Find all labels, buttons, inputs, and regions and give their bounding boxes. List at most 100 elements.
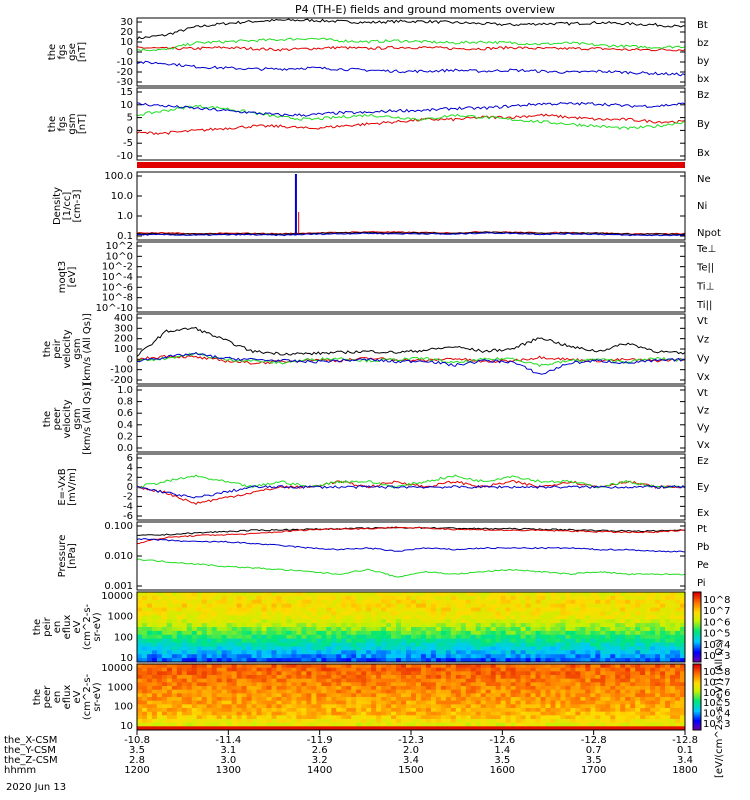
heatmap-cell [321, 682, 327, 687]
legend-Ti⊥: Ti⊥ [696, 281, 714, 292]
colorbar-cell [693, 597, 701, 600]
heatmap-cell [590, 715, 596, 720]
heatmap-cell [176, 700, 183, 705]
heatmap-cell [665, 671, 671, 676]
heatmap-cell [490, 715, 497, 720]
heatmap-cell [151, 611, 158, 616]
heatmap-cell [176, 689, 183, 694]
heatmap-cell [630, 700, 636, 705]
heatmap-cell [560, 693, 566, 698]
heatmap-cell [510, 630, 517, 636]
heatmap-cell [610, 630, 616, 636]
heatmap-cell [161, 678, 168, 683]
heatmap-cell [625, 726, 631, 731]
heatmap-cell [535, 708, 541, 713]
heatmap-cell [226, 658, 233, 663]
heatmap-cell [475, 595, 482, 601]
heatmap-cell [381, 686, 387, 691]
colorbar-cell [693, 602, 701, 605]
heatmap-cell [525, 638, 531, 643]
heatmap-cell [211, 634, 218, 640]
heatmap-cell [286, 654, 292, 659]
heatmap-cell [440, 642, 447, 647]
heatmap-cell [186, 607, 193, 612]
heatmap-cell [525, 682, 531, 687]
heatmap-cell [391, 607, 397, 612]
heatmap-cell [151, 654, 158, 659]
heatmap-cell [206, 603, 213, 608]
heatmap-cell [415, 719, 422, 724]
heatmap-cell [411, 700, 417, 705]
heatmap-cell [251, 678, 257, 683]
heatmap-cell [311, 646, 317, 651]
heatmap-cell [435, 623, 442, 628]
footer-x-csm: -11.9 [307, 735, 333, 746]
heatmap-cell [600, 667, 606, 672]
heatmap-cell [316, 654, 322, 659]
colorbar-cell [693, 668, 701, 671]
heatmap-cell [560, 658, 566, 663]
heatmap-cell [520, 658, 526, 663]
heatmap-cell [361, 603, 367, 608]
heatmap-cell [545, 627, 551, 632]
heatmap-cell [655, 689, 661, 694]
heatmap-cell [485, 682, 492, 687]
heatmap-cell [201, 658, 208, 663]
heatmap-cell [211, 722, 218, 727]
heatmap-cell [605, 704, 611, 709]
ylabel-line: eV [72, 620, 83, 633]
heatmap-cell [505, 599, 512, 605]
heatmap-cell [575, 646, 581, 651]
heatmap-cell [391, 689, 397, 694]
heatmap-cell [580, 615, 586, 620]
heatmap-cell [555, 722, 561, 727]
heatmap-cell [351, 638, 357, 643]
heatmap-cell [550, 654, 556, 659]
separator-band [137, 162, 685, 168]
footer-hhmm: 1800 [672, 765, 697, 776]
heatmap-cell [655, 711, 661, 716]
footer-y-csm: 3.4 [403, 755, 419, 766]
heatmap-cell [655, 667, 661, 672]
heatmap-cell [161, 726, 168, 731]
heatmap-cell [590, 634, 596, 640]
heatmap-cell [181, 607, 188, 612]
heatmap-cell [276, 658, 282, 663]
heatmap-cell [430, 627, 437, 632]
heatmap-cell [396, 715, 402, 720]
heatmap-cell [281, 726, 287, 731]
heatmap-cell [406, 667, 412, 672]
heatmap-cell [311, 704, 317, 709]
heatmap-cell [286, 700, 292, 705]
heatmap-cell [256, 664, 262, 669]
heatmap-cell [251, 686, 257, 691]
heatmap-cell [341, 592, 347, 597]
ylabel-line: the [32, 689, 43, 705]
legend-Te⊥: Te⊥ [696, 244, 716, 255]
heatmap-cell [505, 646, 512, 651]
heatmap-cell [296, 607, 302, 612]
heatmap-cell [555, 619, 561, 624]
heatmap-cell [465, 646, 472, 651]
heatmap-cell [336, 630, 342, 636]
heatmap-cell [445, 693, 452, 698]
ytick-label: 15 [120, 87, 133, 98]
heatmap-cell [296, 667, 302, 672]
heatmap-cell [605, 599, 611, 605]
heatmap-cell [296, 603, 302, 608]
heatmap-cell [610, 719, 616, 724]
heatmap-cell [161, 719, 168, 724]
legend-bx: bx [697, 74, 709, 85]
heatmap-cell [361, 711, 367, 716]
heatmap-cell [635, 722, 641, 727]
heatmap-cell [376, 599, 382, 605]
panel-frame [136, 171, 686, 241]
heatmap-cell [281, 671, 287, 676]
heatmap-cell [361, 658, 367, 663]
heatmap-cell [401, 693, 407, 698]
heatmap-cell [460, 700, 467, 705]
heatmap-cell [276, 607, 282, 612]
heatmap-cell [665, 615, 671, 620]
heatmap-cell [640, 646, 646, 651]
heatmap-cell [146, 623, 153, 628]
